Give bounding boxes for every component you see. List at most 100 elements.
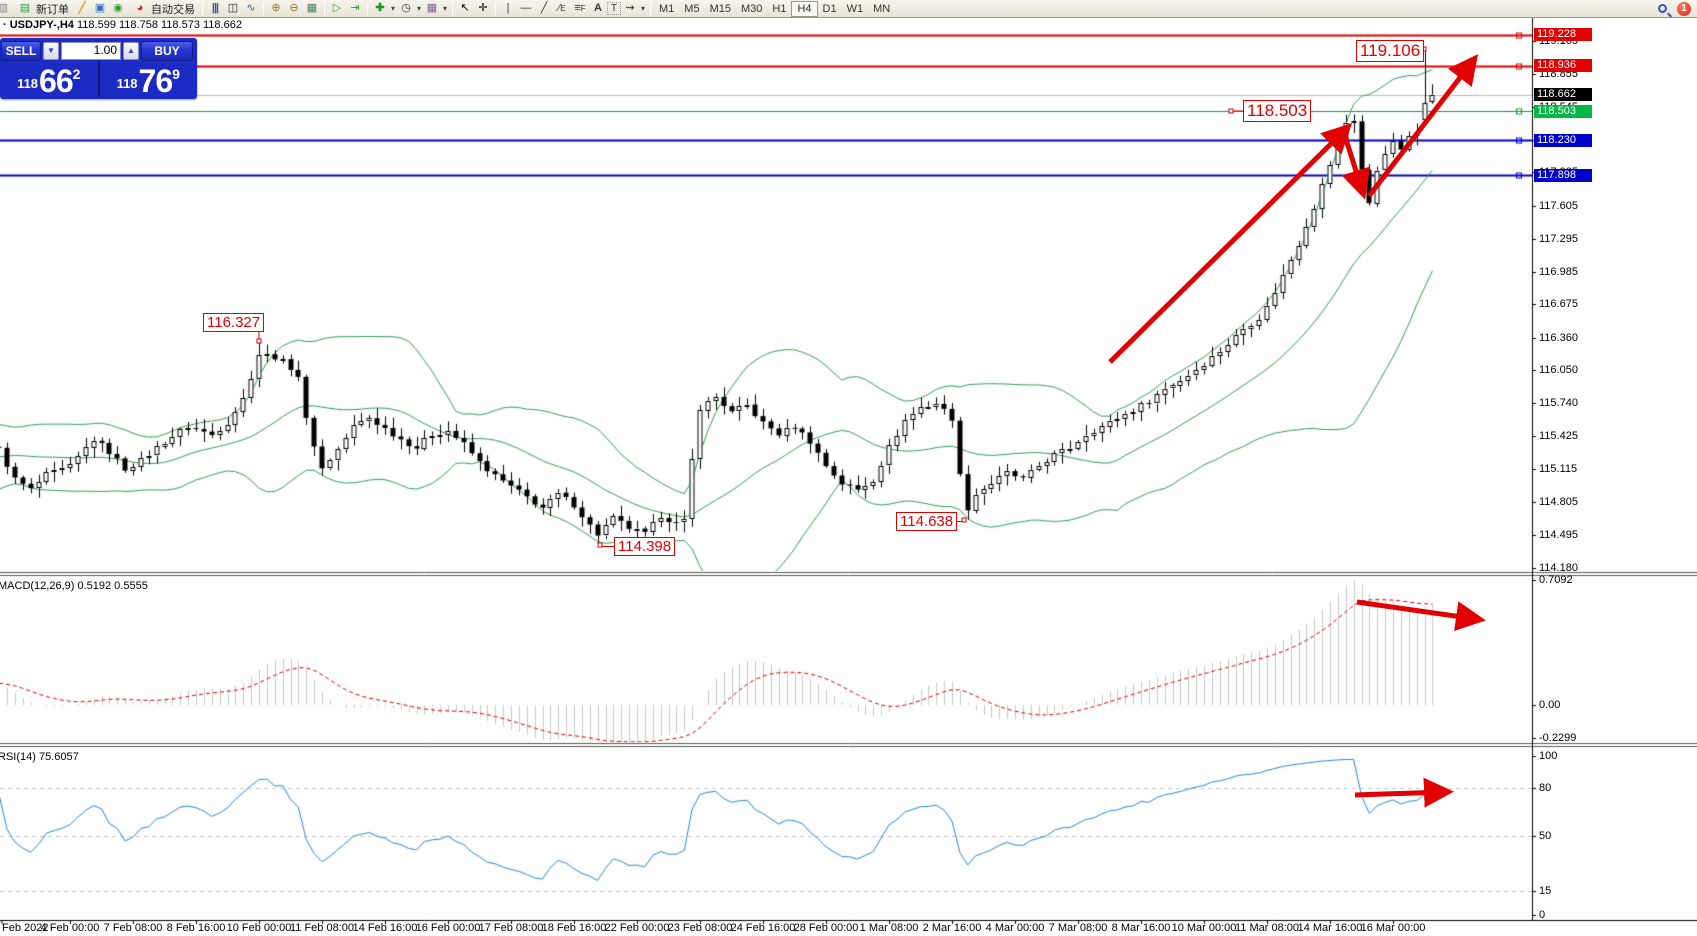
clipped-left-icon[interactable]: ▥ (0, 2, 9, 14)
fibonacci-tool-icon[interactable]: ≡ F (574, 2, 586, 14)
timeframe-h4-button[interactable]: H4 (791, 0, 818, 17)
time-axis-label: 28 Feb 00:00 (793, 922, 859, 934)
time-axis-label: 18 Feb 16:00 (541, 922, 607, 934)
cursor-icon[interactable]: ↖ (460, 2, 470, 14)
symbol-name: USDJPY-,H4 (9, 19, 74, 31)
price-badge-119.228: 119.228 (1534, 28, 1592, 42)
timeframe-w1-button[interactable]: W1 (846, 2, 864, 15)
time-axis-label: 4 Mar 00:00 (985, 922, 1045, 934)
ohlc-values: 118.599 118.758 118.573 118.662 (77, 19, 242, 31)
profiles-icon[interactable]: ▣ (94, 2, 106, 14)
auto-trading-button[interactable]: ◕ 自动交易 (127, 1, 199, 17)
periods-clock-icon[interactable]: ◷ (401, 2, 411, 14)
price-badge-118.936: 118.936 (1534, 59, 1592, 73)
rsi-axis-100: 100 (1539, 750, 1558, 762)
time-axis-label: 2 Mar 16:00 (922, 922, 982, 934)
timeframe-m15-button[interactable]: M15 (709, 2, 731, 15)
time-axis-label: 10 Feb 00:00 (226, 922, 292, 934)
toolbar-separator (202, 1, 203, 16)
price-axis-tick: 115.740 (1539, 397, 1578, 410)
toolbar-separator (452, 1, 453, 16)
sell-price-sup: 2 (72, 66, 81, 82)
time-axis-label: 11 Feb 08:00 (289, 922, 355, 934)
time-axis-label: 17 Feb 08:00 (478, 922, 544, 934)
timeframe-mn-button[interactable]: MN (873, 2, 891, 15)
time-axis-label: 16 Feb 00:00 (415, 922, 481, 934)
time-axis-label: 14 Mar 16:00 (1297, 922, 1363, 934)
time-axis-label: 10 Mar 00:00 (1171, 922, 1237, 934)
symbol-ohlc-readout: · USDJPY-,H4 118.599 118.758 118.573 118… (3, 19, 242, 31)
chart-window: · USDJPY-,H4 118.599 118.758 118.573 118… (0, 18, 1697, 936)
buy-price-display[interactable]: 118 76 9 (100, 61, 198, 97)
new-order-button[interactable]: ▤ 新订单 (12, 1, 73, 17)
indicators-dropdown-icon[interactable]: ▾ (390, 3, 395, 13)
price-axis-tick: 117.295 (1539, 232, 1578, 245)
time-axis-label: 1 Mar 08:00 (859, 922, 919, 934)
time-axis-label: 4 Feb 00:00 (40, 922, 100, 934)
bar-chart-icon[interactable]: ||| (211, 2, 219, 14)
indicators-icon[interactable]: ✚ (375, 2, 385, 14)
price-axis-tick: 115.425 (1539, 430, 1578, 443)
templates-icon[interactable]: ▦ (426, 2, 438, 14)
price-annotation-119.106[interactable]: 119.106 (1356, 40, 1425, 62)
sell-price-display[interactable]: 118 66 2 (0, 61, 100, 97)
time-axis-label: 8 Feb 16:00 (166, 922, 226, 934)
time-axis-label: Feb 2022 (2, 922, 49, 934)
toolbar-separator (650, 1, 651, 16)
tile-windows-icon[interactable]: ▦ (306, 2, 318, 14)
zoom-in-icon[interactable]: ⊕ (271, 2, 281, 14)
volume-down-button[interactable]: ▼ (43, 41, 59, 60)
main-chart-canvas[interactable] (0, 18, 1697, 936)
timeframe-d1-button[interactable]: D1 (822, 2, 837, 15)
chart-shift-icon[interactable]: ⇥ (350, 2, 360, 14)
volume-input[interactable]: 1.00 (61, 41, 121, 60)
main-toolbar: ▥ ▤ 新订单 ╱ ▣ ◉ ◕ 自动交易 ||| ◫ ∿ ⊕ ⊖ ▦ ▷ ⇥ ✚… (0, 0, 1697, 18)
price-annotation-114.398[interactable]: 114.398 (614, 537, 676, 556)
equidistant-channel-tool-icon[interactable]: ⁄ E (558, 2, 566, 14)
candlestick-chart-icon[interactable]: ◫ (227, 2, 239, 14)
templates-dropdown-icon[interactable]: ▾ (442, 3, 447, 13)
horizontal-line-tool-icon[interactable]: — (520, 2, 532, 14)
price-annotation-114.638[interactable]: 114.638 (896, 512, 958, 531)
rsi-axis-50: 50 (1539, 829, 1552, 842)
timeframe-m30-button[interactable]: M30 (740, 2, 763, 15)
timeframe-group: M1 M5 M15 M30 H1 H4 D1 W1 MN (654, 0, 895, 17)
zoom-out-icon[interactable]: ⊖ (289, 2, 299, 14)
search-icon[interactable] (1658, 4, 1667, 13)
timeframe-h1-button[interactable]: H1 (772, 2, 787, 15)
buy-button[interactable]: BUY (141, 40, 193, 61)
timeframe-m5-button[interactable]: M5 (684, 2, 700, 15)
cleanup-broom-icon[interactable]: ╱ (78, 2, 86, 14)
sell-button[interactable]: SELL (1, 40, 41, 61)
arrows-tool-icon[interactable]: ⇝ (625, 2, 635, 14)
toolbar-separator (495, 1, 496, 16)
trendline-tool-icon[interactable]: ╱ (540, 2, 548, 14)
rsi-pane-label: RSI(14) 75.6057 (0, 751, 79, 763)
notification-badge[interactable]: 1 (1677, 1, 1691, 16)
text-label-tool-icon[interactable]: T (607, 2, 621, 15)
price-axis-tick: 114.495 (1539, 528, 1578, 541)
price-annotation-118.503[interactable]: 118.503 (1243, 100, 1312, 122)
time-axis-label: 14 Feb 16:00 (352, 922, 418, 934)
macd-axis-max: 0.7092 (1539, 574, 1573, 586)
sell-price-big: 66 (39, 63, 74, 99)
vertical-line-tool-icon[interactable]: | (506, 2, 510, 14)
text-tool-icon[interactable]: A (594, 2, 602, 14)
price-axis-tick: 116.360 (1539, 331, 1578, 344)
price-badge-118.230: 118.230 (1534, 133, 1592, 147)
price-annotation-116.327[interactable]: 116.327 (203, 313, 265, 332)
arrows-dropdown-icon[interactable]: ▾ (640, 3, 645, 13)
crosshair-icon[interactable]: ✛ (478, 2, 488, 14)
macd-pane-label: MACD(12,26,9) 0.5192 0.5555 (0, 580, 148, 592)
time-axis-label: 23 Feb 08:00 (667, 922, 733, 934)
line-chart-icon[interactable]: ∿ (246, 2, 256, 14)
volume-up-button[interactable]: ▲ (123, 41, 139, 60)
macd-axis-zero: 0.00 (1539, 699, 1561, 711)
price-axis-tick: 117.605 (1539, 200, 1578, 213)
price-badge-118.662: 118.662 (1534, 88, 1592, 101)
timeframe-m1-button[interactable]: M1 (659, 2, 675, 15)
time-axis-label: 16 Mar 00:00 (1360, 922, 1426, 934)
signal-icon[interactable]: ◉ (113, 2, 123, 14)
auto-scroll-icon[interactable]: ▷ (332, 2, 342, 14)
periods-dropdown-icon[interactable]: ▾ (416, 3, 421, 13)
